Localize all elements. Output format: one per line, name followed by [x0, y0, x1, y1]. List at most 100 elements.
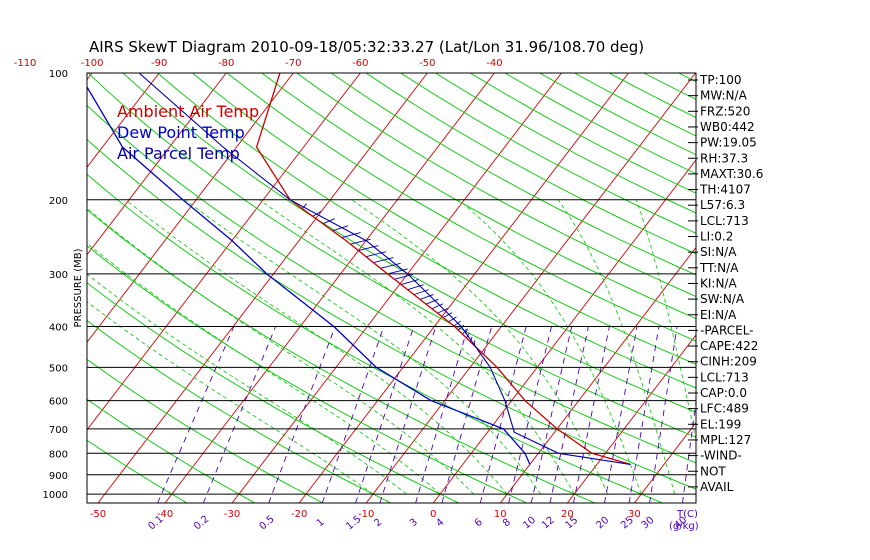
mixing-ratio-line	[508, 326, 552, 503]
cape-hatch-line	[431, 303, 444, 310]
cape-hatch-line	[413, 289, 429, 296]
isotherm	[499, 246, 696, 503]
bottom-temp-tick: 20	[561, 509, 574, 520]
bottom-temp-tick: -10	[358, 509, 374, 520]
cape-hatch-line	[341, 232, 361, 239]
dry-adiabat	[87, 104, 696, 464]
dry-adiabat	[87, 73, 696, 438]
isotherm	[298, 73, 629, 503]
mixing-ratio-tick: 0.2	[192, 514, 211, 533]
mixing-ratio-line	[355, 326, 415, 503]
stability-index: RH:37.3	[700, 151, 748, 165]
pressure-tick: 300	[49, 270, 68, 281]
mixing-ratio-tick: 4	[434, 517, 446, 530]
cape-hatch-line	[373, 257, 394, 264]
dew-point-line	[87, 85, 531, 465]
mixing-ratio-tick: 2	[372, 517, 384, 530]
dry-adiabat	[122, 73, 696, 413]
pressure-tick: 400	[49, 323, 68, 334]
bottom-temp-tick: 30	[628, 509, 641, 520]
cape-hatch-line	[358, 245, 379, 251]
dry-adiabat	[400, 73, 696, 234]
cape-hatch-line	[437, 307, 448, 314]
pressure-tick: 900	[49, 471, 68, 482]
mixing-ratio-tick: 3	[408, 517, 420, 530]
stability-index: L57:6.3	[700, 198, 745, 212]
pressure-tick: 200	[49, 196, 68, 207]
mixing-ratio-line	[530, 326, 573, 503]
stability-index: KI:N/A	[700, 276, 737, 290]
dry-adiabat	[87, 439, 188, 503]
pressure-tick: 800	[49, 449, 68, 460]
mixing-ratio-tick: 0.5	[257, 514, 276, 533]
cape-hatch-line	[365, 251, 387, 258]
bottom-temp-tick: -30	[224, 509, 240, 520]
moist-adiabat	[87, 273, 407, 495]
mixing-ratio-unit: (g/kg)	[669, 521, 699, 532]
isotherm	[0, 73, 25, 503]
mixing-ratio-tick: 6	[473, 517, 485, 530]
dry-adiabat	[87, 358, 324, 503]
moist-adiabat	[635, 199, 696, 442]
pressure-tick: 500	[49, 363, 68, 374]
dry-adiabat	[87, 245, 528, 503]
cape-hatch-line	[380, 262, 401, 269]
isotherm	[432, 159, 696, 503]
dry-adiabat	[87, 282, 460, 503]
mixing-ratio-line	[649, 326, 678, 503]
cape-hatching	[301, 203, 476, 346]
mixing-ratio-line	[549, 326, 589, 503]
stability-index: LI:0.2	[700, 230, 733, 244]
mixing-ratio-line	[415, 326, 469, 503]
sounding-profiles	[87, 73, 631, 466]
mixing-ratio-tick: 30	[640, 515, 657, 532]
ambient-temp-line	[255, 73, 631, 466]
stability-index: MAXT:30.6	[700, 167, 763, 181]
mixing-ratio-tick: 1	[315, 517, 327, 530]
cape-hatch-line	[407, 284, 424, 291]
cape-hatch-line	[442, 312, 453, 319]
dry-adiabat	[87, 398, 256, 503]
dry-adiabat	[469, 73, 696, 194]
dry-adiabat	[157, 73, 696, 389]
dry-adiabat	[261, 73, 696, 320]
plot-frame	[86, 72, 697, 504]
pressure-tick: 1000	[43, 490, 68, 501]
pressure-tick-labels: 100 200 300 400 500 600 700 800 900 1000	[43, 69, 68, 501]
bottom-temp-tick: 10	[494, 509, 507, 520]
legend-entry: Ambient Air Temp	[117, 102, 259, 121]
stability-index: WB0:442	[700, 120, 755, 134]
cape-hatch-line	[419, 294, 434, 300]
legend: Ambient Air Temp Dew Point Temp Air Parcel…	[117, 102, 259, 163]
bottom-temp-tick: 0	[430, 509, 436, 520]
bottom-temp-tick-labels: -50 -40 -30 -20 -10 0 10 20 30	[90, 509, 641, 520]
cape-hatch-line	[457, 324, 465, 331]
stability-index: TT:N/A	[699, 261, 739, 275]
background-grid	[0, 73, 870, 503]
stability-index: AVAIL	[700, 480, 734, 494]
isotherm	[769, 73, 870, 503]
dry-adiabat	[192, 73, 696, 365]
mixing-ratio-line	[479, 326, 527, 503]
legend-entry: Air Parcel Temp	[117, 144, 240, 163]
isobar-lines	[87, 199, 696, 495]
moist-adiabat	[557, 199, 676, 495]
dry-adiabat	[504, 73, 696, 175]
cape-hatch-line	[394, 273, 414, 280]
top-temp-tick: -80	[218, 58, 234, 69]
isotherm	[87, 73, 294, 344]
isotherm	[231, 73, 562, 503]
top-temp-tick: -90	[151, 58, 167, 69]
pressure-tick: 100	[49, 69, 68, 80]
cape-hatch-line	[470, 336, 473, 342]
dry-adiabat	[226, 73, 696, 342]
mixing-ratio-line	[604, 326, 638, 503]
cape-hatch-line	[425, 298, 439, 305]
stability-index: MPL:127	[700, 433, 751, 447]
mixing-ratio-tick: 8	[501, 517, 513, 530]
cape-hatch-line	[301, 203, 308, 209]
top-temp-tick: -40	[486, 58, 502, 69]
cape-hatch-line	[387, 268, 408, 275]
dry-adiabat	[296, 73, 696, 298]
top-temp-tick-labels: -120-110-100-90-80-70-60-50-40	[14, 58, 503, 69]
